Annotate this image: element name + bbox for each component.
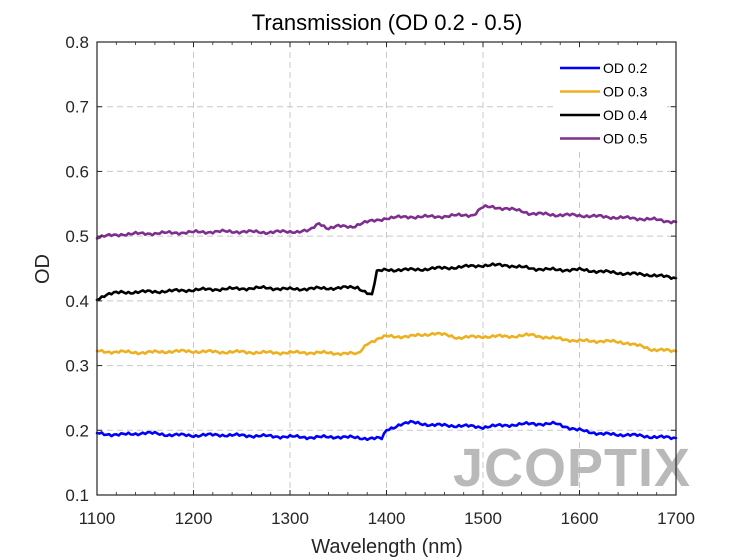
- series-line-od-0-5: [95, 204, 678, 240]
- legend: OD 0.2 OD 0.3 OD 0.4 OD 0.5: [556, 52, 664, 152]
- chart-title: Transmission (OD 0.2 - 0.5): [252, 10, 523, 35]
- x-tick-label: 1500: [464, 509, 502, 528]
- series-line-od-0-2: [95, 419, 678, 442]
- x-axis-label: Wavelength (nm): [311, 536, 463, 558]
- x-tick-label: 1700: [657, 509, 695, 528]
- y-tick-label: 0.2: [65, 421, 89, 440]
- x-tick-label: 1600: [561, 509, 599, 528]
- y-tick-label: 0.7: [65, 98, 89, 117]
- series-line-od-0-4: [95, 262, 678, 302]
- x-tick-label: 1400: [368, 509, 406, 528]
- series-line-od-0-3: [95, 331, 678, 357]
- x-tick-label: 1200: [175, 509, 213, 528]
- series-layer: [95, 204, 678, 442]
- legend-label: OD 0.5: [603, 131, 648, 147]
- x-tick-label: 1300: [271, 509, 309, 528]
- y-tick-label: 0.1: [65, 486, 89, 505]
- y-tick-label: 0.3: [65, 357, 89, 376]
- watermark: JCOPTIX: [453, 438, 691, 498]
- y-axis-label: OD: [32, 254, 54, 284]
- y-tick-label: 0.5: [65, 227, 89, 246]
- legend-label: OD 0.4: [603, 107, 648, 123]
- x-tick-label: 1100: [79, 509, 116, 528]
- axis-ticks: 1100 1200 1300 1400 1500 1600 1700 0.1 0.2 0.3 0.4…: [65, 33, 695, 528]
- legend-label: OD 0.2: [603, 60, 648, 76]
- y-tick-label: 0.4: [65, 292, 89, 311]
- y-tick-label: 0.8: [65, 33, 89, 52]
- y-tick-label: 0.6: [65, 162, 89, 181]
- legend-label: OD 0.3: [603, 84, 648, 100]
